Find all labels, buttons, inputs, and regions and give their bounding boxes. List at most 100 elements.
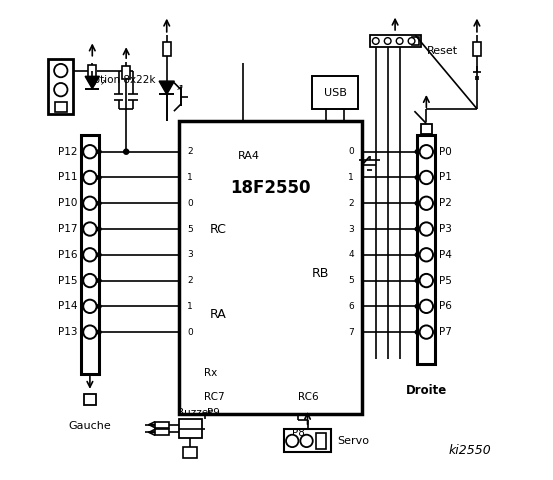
Bar (122, 66, 130, 79)
Bar (369, 35, 421, 47)
Circle shape (286, 435, 299, 447)
Bar (179, 419, 202, 438)
Text: P7: P7 (439, 327, 452, 337)
Text: P10: P10 (58, 198, 77, 208)
Circle shape (420, 171, 433, 184)
Circle shape (420, 145, 433, 158)
Bar (81, 135, 99, 373)
Text: P17: P17 (58, 224, 77, 234)
Text: P14: P14 (58, 301, 77, 312)
Circle shape (415, 227, 419, 231)
Circle shape (420, 325, 433, 339)
Circle shape (83, 325, 97, 339)
Text: P4: P4 (439, 250, 452, 260)
Text: RC7: RC7 (205, 392, 225, 402)
Polygon shape (159, 81, 174, 95)
Circle shape (97, 201, 101, 205)
Circle shape (420, 197, 433, 210)
Circle shape (415, 201, 419, 205)
Circle shape (415, 330, 419, 334)
Circle shape (54, 64, 67, 77)
Circle shape (83, 274, 97, 287)
Text: P2: P2 (439, 198, 452, 208)
Text: Buzzer: Buzzer (177, 408, 213, 418)
Bar (418, 135, 435, 364)
Text: P1: P1 (439, 172, 452, 182)
Text: RC6: RC6 (298, 392, 319, 402)
Text: P16: P16 (58, 250, 77, 260)
Text: P15: P15 (58, 276, 77, 286)
Text: ↗: ↗ (100, 78, 107, 87)
Text: 2: 2 (187, 147, 193, 156)
Circle shape (415, 253, 419, 257)
Text: P6: P6 (439, 301, 452, 312)
Text: Gauche: Gauche (69, 421, 111, 431)
Text: ↗: ↗ (175, 83, 183, 92)
Circle shape (124, 149, 128, 154)
Circle shape (97, 253, 101, 257)
Text: Reset: Reset (427, 47, 458, 57)
Circle shape (97, 330, 101, 334)
Bar (184, 446, 197, 458)
Circle shape (420, 300, 433, 313)
Text: 1: 1 (348, 173, 354, 182)
Text: 1: 1 (187, 173, 193, 182)
Circle shape (420, 248, 433, 262)
Circle shape (397, 37, 403, 44)
Text: 0: 0 (187, 199, 193, 208)
Circle shape (83, 197, 97, 210)
Text: ki2550: ki2550 (448, 444, 491, 457)
Text: 3: 3 (187, 250, 193, 259)
Text: USB: USB (324, 87, 346, 97)
Circle shape (97, 227, 101, 231)
Bar (49, 59, 73, 114)
Circle shape (83, 248, 97, 262)
Bar (163, 42, 170, 56)
Text: 0: 0 (187, 328, 193, 336)
Circle shape (415, 150, 419, 154)
Circle shape (83, 222, 97, 236)
Text: 7: 7 (348, 328, 354, 336)
Text: RB: RB (312, 267, 330, 280)
Circle shape (83, 145, 97, 158)
Circle shape (300, 435, 313, 447)
Bar (316, 433, 326, 449)
Text: 5: 5 (187, 225, 193, 234)
Circle shape (97, 279, 101, 282)
Text: 2: 2 (348, 199, 354, 208)
Text: 18F2550: 18F2550 (230, 179, 311, 197)
Text: P11: P11 (58, 172, 77, 182)
Text: Rx: Rx (205, 368, 218, 378)
Text: P0: P0 (439, 147, 452, 156)
Circle shape (97, 176, 101, 180)
Bar (421, 123, 432, 134)
Circle shape (97, 150, 101, 154)
Bar (312, 76, 358, 109)
Text: P12: P12 (58, 147, 77, 156)
Text: P3: P3 (439, 224, 452, 234)
Circle shape (54, 83, 67, 96)
Circle shape (415, 176, 419, 180)
Bar (412, 37, 419, 45)
Circle shape (420, 222, 433, 236)
Text: RA4: RA4 (237, 151, 259, 161)
Polygon shape (85, 76, 100, 89)
Bar (84, 394, 96, 405)
Text: 6: 6 (348, 302, 354, 311)
Text: 3: 3 (348, 225, 354, 234)
Text: Servo: Servo (337, 436, 369, 446)
Circle shape (408, 37, 415, 44)
Text: 1: 1 (187, 302, 193, 311)
Circle shape (83, 300, 97, 313)
Bar (55, 102, 66, 112)
Bar (155, 430, 169, 435)
Text: option 8x22k: option 8x22k (87, 75, 155, 85)
Text: P9: P9 (207, 408, 220, 418)
Text: 2: 2 (187, 276, 193, 285)
Text: P5: P5 (439, 276, 452, 286)
Bar (179, 120, 362, 414)
Bar (473, 42, 481, 56)
Circle shape (83, 171, 97, 184)
Circle shape (384, 37, 391, 44)
Bar (155, 422, 169, 428)
